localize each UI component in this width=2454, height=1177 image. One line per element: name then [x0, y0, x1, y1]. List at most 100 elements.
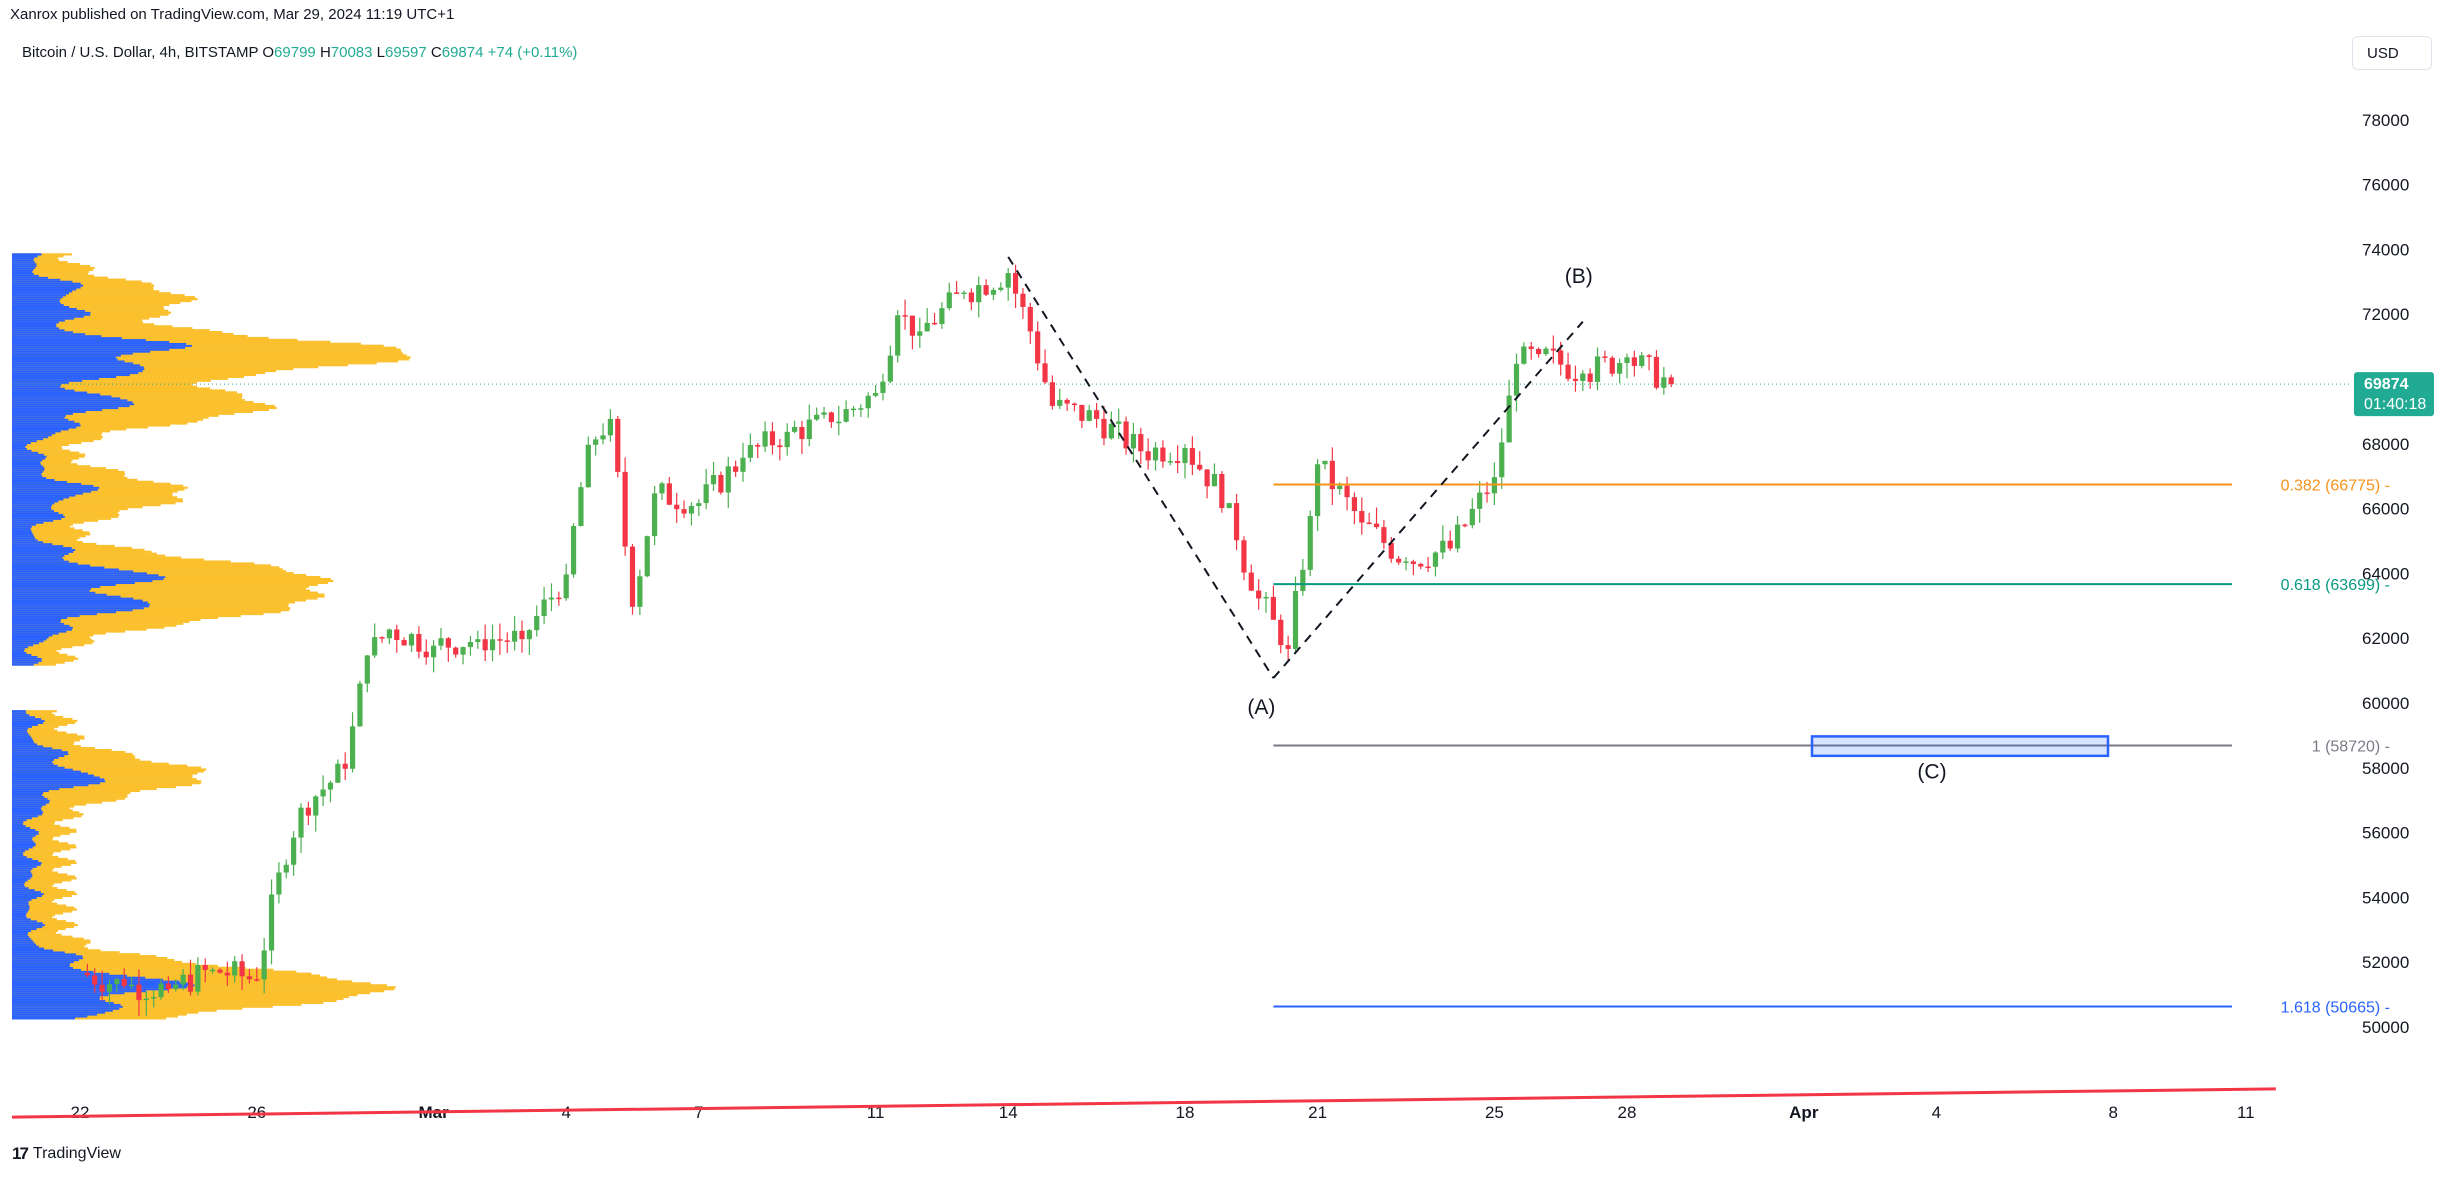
volume-profile-bar-down [12, 791, 131, 794]
volume-profile-bar-down [12, 712, 53, 715]
candle-body [254, 979, 260, 981]
volume-profile-bar-up [12, 836, 33, 839]
volume-profile-bar-up [12, 593, 107, 596]
volume-profile-bar-up [12, 268, 34, 272]
volume-profile-bar-up [12, 853, 24, 857]
candle-body [187, 974, 194, 992]
volume-profile-bar-up [12, 554, 65, 557]
volume-profile-bar-up [12, 488, 98, 491]
tradingview-logo[interactable]: 17 TradingView [12, 1144, 121, 1164]
volume-profile-bar-down [12, 480, 154, 483]
volume-profile-bar-down [12, 1007, 243, 1010]
volume-profile-bar-up [12, 840, 34, 843]
volume-profile-bar-down [12, 894, 72, 898]
volume-profile-bar-down [12, 754, 135, 758]
volume-profile-bar-up [12, 424, 81, 427]
volume-profile-bar-up [12, 253, 42, 256]
volume-profile-bar-up [12, 848, 29, 851]
volume-profile-bar-down [12, 471, 125, 474]
volume-profile-bar-down [12, 445, 62, 448]
candle-body [1315, 464, 1321, 517]
volume-profile-bar-down [12, 597, 318, 600]
volume-profile-bar-down [12, 350, 402, 353]
volume-profile-bar-down [12, 266, 95, 270]
volume-profile-bar-up [12, 585, 101, 588]
volume-profile-bar-down [12, 904, 67, 907]
candle-body [644, 536, 650, 577]
volume-profile-bar-down [12, 253, 72, 256]
volume-profile-bar-down [12, 583, 318, 586]
volume-profile-bar-down [12, 461, 71, 464]
volume-profile-bar-up [12, 389, 75, 392]
candle-body [1307, 516, 1313, 570]
volume-profile-bar-up [12, 632, 59, 635]
candle-body [313, 796, 319, 816]
candle-body [173, 984, 179, 990]
candle-body [1256, 590, 1262, 599]
volume-profile-bar-up [12, 457, 46, 460]
volume-profile-bar-up [12, 923, 45, 927]
volume-profile-bar-up [12, 782, 100, 785]
volume-profile-bar-up [12, 754, 65, 758]
candle-body [1057, 399, 1063, 406]
volume-profile-bar-up [12, 725, 32, 728]
volume-profile-bar-up [12, 472, 42, 476]
volume-profile-bar-down [12, 630, 126, 633]
volume-profile-bar-up [12, 313, 91, 316]
volume-profile-bar-down [12, 373, 256, 377]
volume-profile-bar-up [12, 490, 92, 493]
volume-profile-bar-down [12, 888, 67, 892]
y-tick-label: 64000 [2362, 564, 2409, 583]
candle-body [261, 950, 267, 980]
volume-profile-bar-up [12, 294, 66, 297]
volume-profile-bar-up [12, 387, 65, 390]
candle-body [784, 431, 790, 448]
volume-profile-bar-down [12, 521, 84, 524]
volume-profile-bar-up [12, 710, 26, 713]
currency-button[interactable]: USD [2352, 36, 2432, 70]
volume-profile-bar-down [12, 587, 306, 590]
volume-profile-bar-up [12, 399, 128, 402]
volume-profile-bar-down [12, 715, 64, 719]
volume-profile-bar-up [12, 441, 31, 445]
volume-profile-bar-down [12, 331, 223, 334]
volume-profile-bar-down [12, 852, 54, 855]
volume-profile-bar-down [12, 988, 395, 991]
candle-body [1101, 418, 1107, 439]
volume-profile-bar-down [12, 881, 63, 884]
candle-body [526, 630, 532, 640]
candle-body [1108, 423, 1114, 439]
volume-profile-bar-down [12, 377, 229, 380]
candle-body [836, 421, 842, 424]
volume-profile-bar-down [12, 834, 61, 837]
candle-body [998, 287, 1004, 290]
volume-profile-bar-up [12, 443, 27, 446]
volume-profile-bar-up [12, 603, 150, 606]
candle-body [386, 629, 392, 639]
candle-body [195, 964, 201, 992]
volume-profile-bar-up [12, 436, 49, 439]
volume-profile-bar-up [12, 920, 37, 923]
volume-profile-bar-down [12, 375, 245, 378]
volume-profile-bar-down [12, 873, 68, 876]
volume-profile-bar-up [12, 383, 62, 386]
volume-profile-bar-down [12, 422, 188, 425]
volume-profile-bar-down [12, 964, 218, 967]
volume-profile-bar-down [12, 943, 87, 946]
x-tick-label: 4 [561, 1103, 570, 1122]
volume-profile-bar-up [12, 811, 44, 814]
volume-profile-bar-up [12, 591, 96, 594]
candle-body [1528, 346, 1534, 349]
volume-profile-bar-up [12, 533, 34, 536]
volume-profile-bar-up [12, 381, 69, 384]
volume-profile-bar-up [12, 568, 119, 571]
volume-profile-bar-down [12, 494, 173, 497]
volume-profile-bar-down [12, 642, 93, 645]
volume-profile-bar-down [12, 710, 57, 713]
candle-body [954, 292, 960, 294]
x-tick-label: 28 [1618, 1103, 1637, 1122]
volume-profile-bar-down [12, 782, 201, 785]
x-tick-label: 7 [694, 1103, 703, 1122]
candle-body [1086, 410, 1092, 421]
